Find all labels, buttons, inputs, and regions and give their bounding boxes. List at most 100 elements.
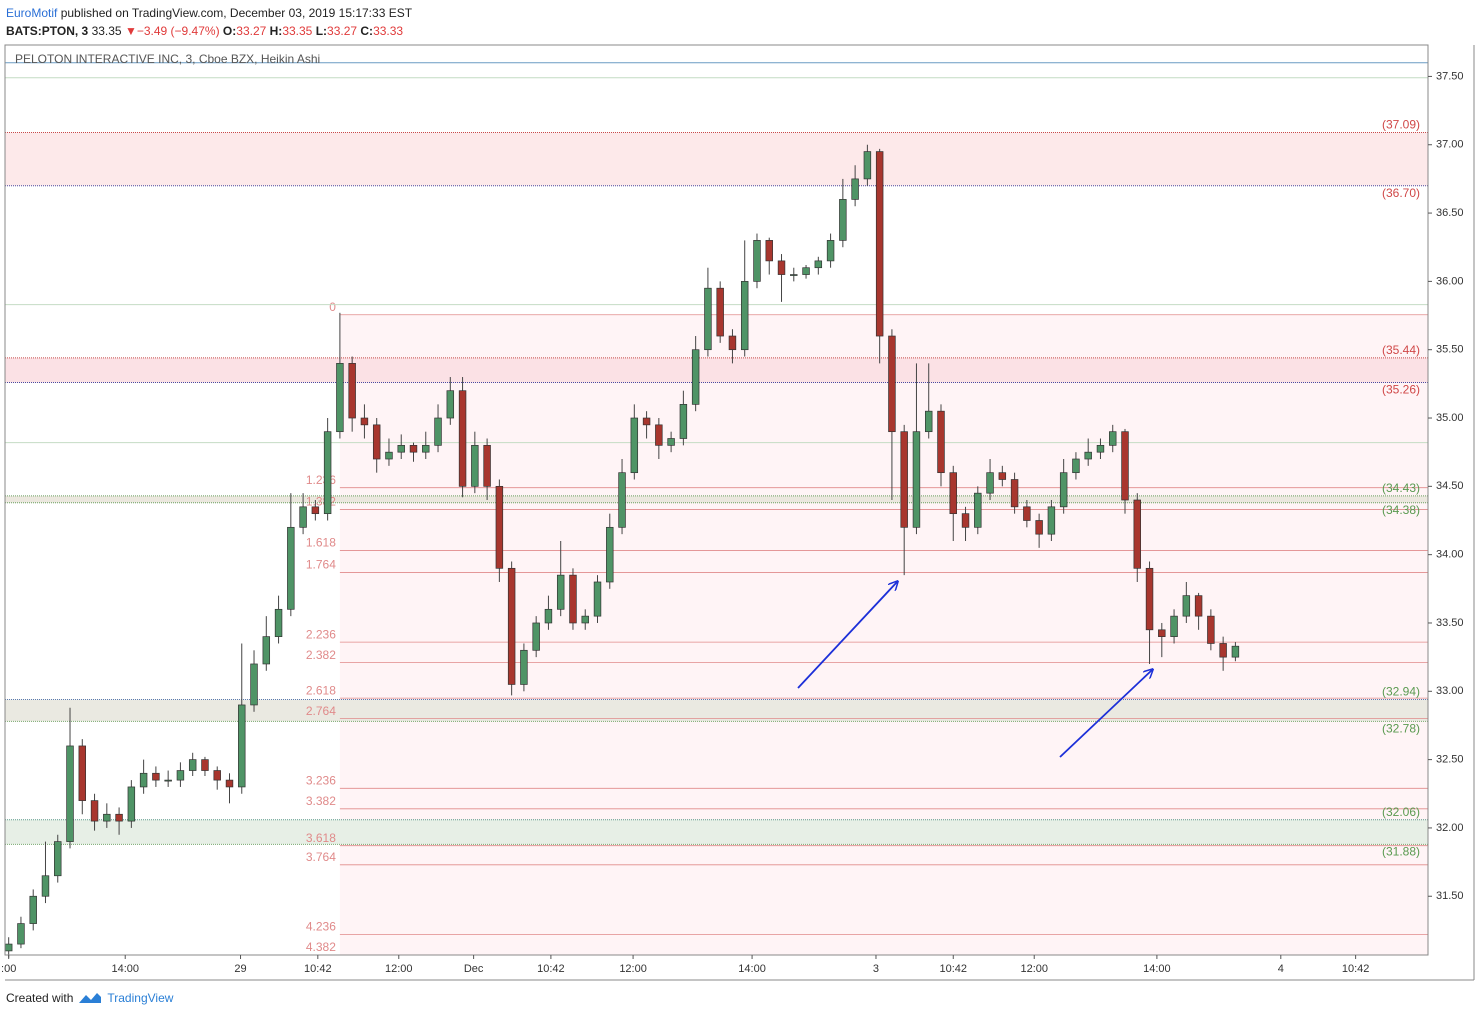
arrow: ▼: [124, 24, 137, 38]
candle-body: [581, 615, 589, 624]
brand[interactable]: TradingView: [107, 991, 174, 1005]
x-tick-label: 12:00: [1020, 963, 1048, 975]
x-tick-label: 10:42: [939, 963, 967, 975]
candle-body: [458, 390, 467, 487]
candle-body: [115, 813, 123, 822]
candle-body: [176, 770, 185, 781]
zone-label: (31.88): [1382, 844, 1420, 858]
publish-line: EuroMotif published on TradingView.com, …: [6, 4, 412, 22]
symbol: BATS:PTON, 3: [6, 24, 89, 38]
candle-body: [1158, 629, 1166, 637]
x-tick-label: 12:00: [619, 963, 647, 975]
candle-body: [618, 472, 626, 528]
l: 33.27: [327, 24, 358, 38]
candle-body: [152, 772, 160, 781]
y-tick-label: 34.50: [1436, 480, 1464, 492]
zone-label: (32.06): [1382, 805, 1420, 819]
zone-label: (36.70): [1382, 186, 1420, 200]
candle-body: [1096, 444, 1105, 453]
plot-frame: [4, 44, 1429, 956]
fib-area: [339, 314, 1428, 956]
fib-label: 1.618: [306, 536, 336, 550]
y-tick-label: 33.00: [1436, 685, 1464, 697]
candle-body: [262, 636, 271, 665]
zone: [5, 132, 1428, 186]
fib-label: 1.764: [306, 558, 336, 572]
candle-body: [863, 151, 872, 180]
candle-body: [90, 800, 99, 822]
candle-body: [323, 431, 332, 515]
y-tick-label: 35.00: [1436, 412, 1464, 424]
candle-body: [544, 608, 553, 624]
fib-label: 2.764: [306, 704, 336, 718]
candle-body: [949, 472, 957, 515]
candle-body: [520, 649, 528, 685]
x-tick-label: 29: [234, 963, 246, 975]
zone: [5, 699, 1428, 722]
candle-body: [299, 506, 307, 528]
candle-body: [888, 335, 896, 433]
candle-body: [225, 779, 234, 788]
candle-body: [66, 745, 74, 842]
fib-label: 1.382: [306, 495, 336, 509]
candle-body: [606, 526, 614, 583]
author[interactable]: EuroMotif: [6, 6, 58, 20]
candle-body: [1072, 458, 1080, 474]
fib-label: 3.618: [306, 831, 336, 845]
arrow: [1059, 670, 1152, 758]
y-tick-label: 31.50: [1436, 890, 1464, 902]
candle-body: [630, 417, 639, 474]
zone-label: (32.94): [1382, 685, 1420, 699]
fib-label: 4.236: [306, 920, 336, 934]
candle-body: [839, 199, 847, 241]
fib-label: 2.382: [306, 648, 336, 662]
overlay: PELOTON INTERACTIVE INC, 3, Cboe BZX, He…: [1, 44, 1475, 981]
candle-body: [593, 581, 602, 617]
candle-body: [41, 875, 50, 897]
change: −3.49 (−9.47%): [136, 24, 220, 38]
y-tick-label: 36.00: [1436, 275, 1464, 287]
candle-body: [1231, 645, 1240, 658]
candle-body: [127, 786, 136, 822]
candle-body: [851, 178, 859, 200]
candle-body: [912, 431, 921, 528]
fib-label: 3.382: [306, 794, 336, 808]
zone-label: (32.78): [1382, 722, 1420, 736]
candle-body: [753, 240, 761, 282]
candle-body: [1133, 499, 1141, 569]
candle-body: [507, 567, 516, 685]
zone-label: (35.44): [1382, 343, 1420, 357]
candle-body: [569, 574, 577, 624]
candle-body: [1170, 615, 1178, 637]
candle-body: [1059, 472, 1068, 508]
candle-body: [422, 444, 430, 453]
candle-body: [17, 923, 25, 945]
candle-body: [814, 260, 823, 269]
candle-body: [188, 759, 197, 771]
candles: [4, 144, 1240, 958]
chart: 0 1.236 1.382 1.618 1.764 2.236 2.382 2.618 2.76…: [1, 44, 1475, 981]
candle-body: [765, 240, 773, 262]
candle-body: [1121, 431, 1129, 501]
x-tick-label: 3: [873, 963, 879, 975]
created-with: Created with: [6, 991, 74, 1005]
candle-body: [483, 444, 491, 487]
candle-body: [777, 260, 786, 275]
y-tick-label: 32.50: [1436, 754, 1464, 766]
candle-body: [986, 472, 994, 494]
zone-label: (37.09): [1382, 118, 1420, 132]
candle-body: [164, 779, 172, 782]
arrow: [797, 582, 897, 689]
candle-body: [409, 444, 418, 453]
candle-body: [924, 410, 933, 433]
zone-label: (34.43): [1382, 481, 1420, 495]
candle-body: [900, 431, 908, 528]
candle-body: [1145, 567, 1154, 631]
fib-label: 3.764: [306, 850, 336, 864]
y-tick-label: 37.00: [1436, 139, 1464, 151]
candle-body: [826, 240, 835, 262]
candle-body: [1023, 506, 1031, 521]
candle-body: [802, 267, 810, 275]
candle-body: [274, 608, 283, 637]
h: 33.35: [282, 24, 313, 38]
